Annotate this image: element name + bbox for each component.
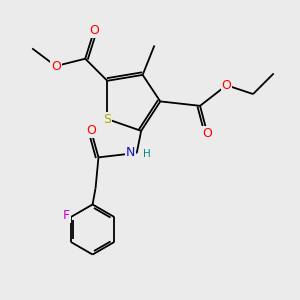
Text: H: H: [143, 149, 151, 159]
Text: O: O: [89, 24, 99, 37]
Text: F: F: [63, 209, 70, 222]
Text: O: O: [86, 124, 96, 137]
Text: O: O: [51, 60, 61, 73]
Text: S: S: [103, 112, 111, 126]
Text: O: O: [222, 79, 232, 92]
Text: N: N: [126, 146, 135, 159]
Text: O: O: [202, 127, 212, 140]
